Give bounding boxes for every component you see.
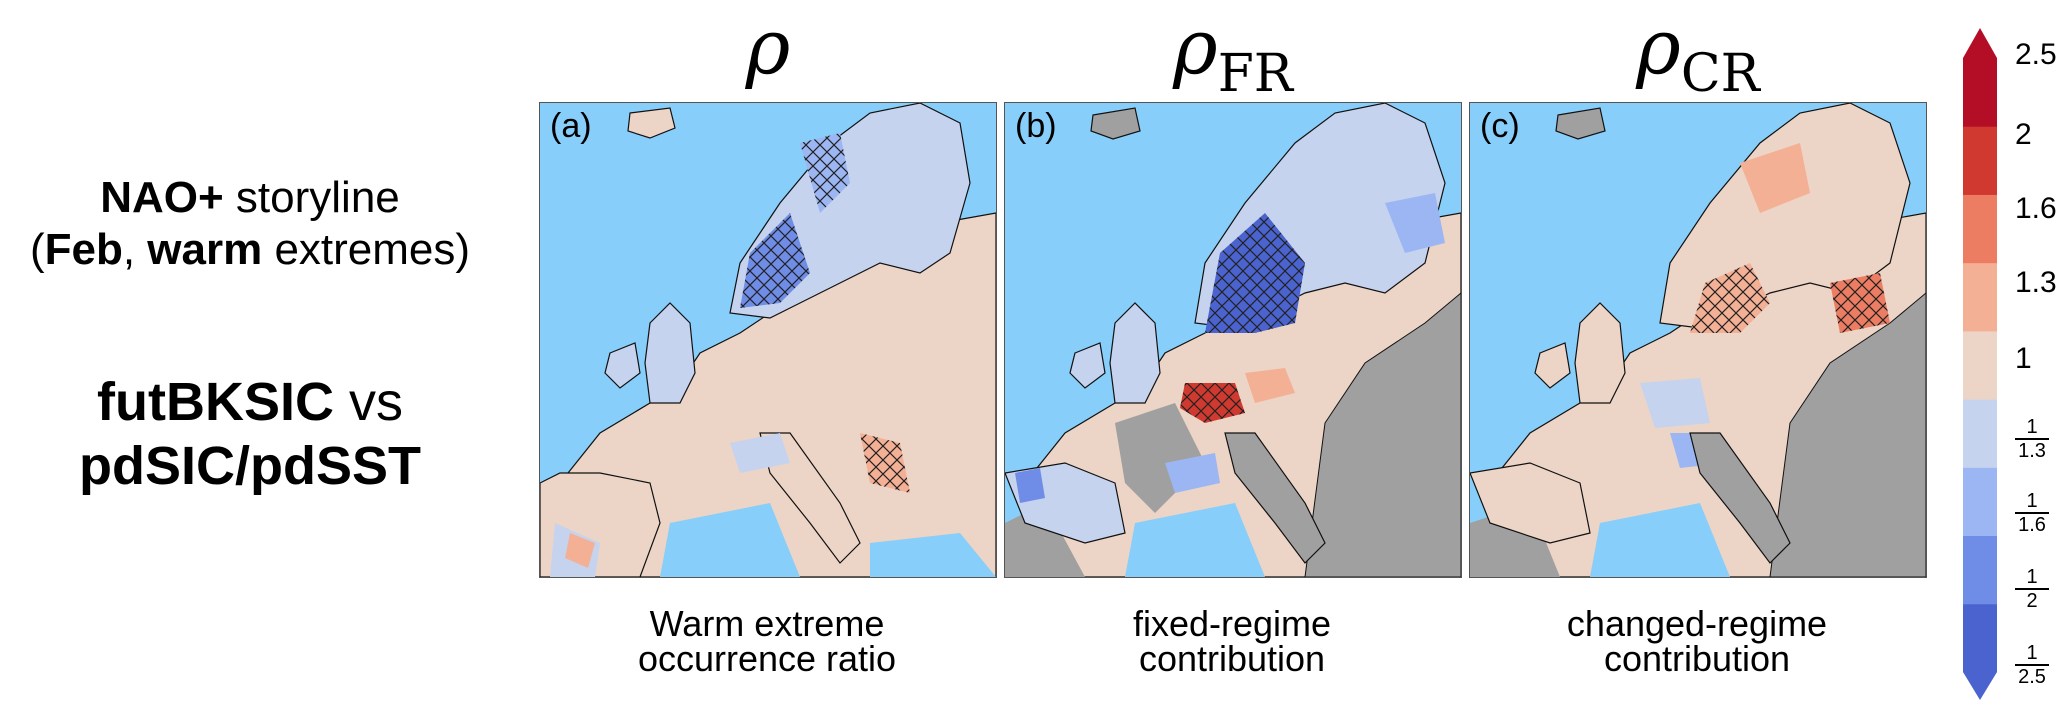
masked-region [1304, 292, 1461, 577]
colorbar-segment [1963, 126, 1997, 195]
iberia-landmass [1470, 462, 1591, 544]
italy-landmass [759, 432, 861, 564]
ireland-landmass [604, 342, 641, 389]
uk-landmass [1574, 302, 1626, 404]
iceland-landmass [1090, 107, 1141, 140]
comparison-text: futBKSIC vs pdSIC/pdSST [79, 372, 421, 496]
map-panel-c: (c) [1469, 102, 1927, 578]
colorbar-segment [1963, 399, 1997, 468]
uk-landmass [644, 302, 696, 404]
colorbar-label-1.6: 1.6 [2015, 192, 2057, 225]
panel-label-a: (a) [550, 107, 592, 145]
colorbar-segment [1963, 467, 1997, 537]
caption-a: Warm extreme occurrence ratio [637, 603, 897, 679]
colorbar-label-2.5: 2.5 [2015, 38, 2057, 71]
colorbar-segment [1963, 262, 1997, 332]
colorbar-segment [1963, 603, 1997, 673]
storyline-text: NAO+ storyline (Feb, warm extremes) [29, 173, 471, 274]
colorbar-label-1.3: 1.3 [2015, 266, 2057, 299]
colorbar-frac-1.3: 1 1.3 [2015, 416, 2049, 462]
italy-landmass [1689, 432, 1791, 564]
map-panel-b: (b) [1004, 102, 1462, 578]
ireland-landmass [1534, 342, 1571, 389]
colorbar-frac-2.5: 1 2.5 [2015, 642, 2049, 688]
caption-b: fixed-regime contribution [1132, 603, 1332, 679]
colorbar-frac-1.6: 1 1.6 [2015, 490, 2049, 536]
colorbar-label-2: 2 [2015, 118, 2032, 151]
colorbar-segment [1963, 535, 1997, 605]
panel-label-c: (c) [1480, 107, 1520, 145]
title-rho-cr: ρCR [1636, 2, 1760, 105]
colorbar-segment [1963, 330, 1997, 400]
italy-landmass [1224, 432, 1326, 564]
colorbar-label-1: 1 [2015, 342, 2032, 375]
panel-label-b: (b) [1015, 107, 1057, 145]
colorbar-segment [1963, 194, 1997, 264]
ireland-landmass [1069, 342, 1106, 389]
colorbar [1963, 28, 1997, 700]
uk-landmass [1109, 302, 1161, 404]
map-panel-a: (a) [539, 102, 997, 578]
caption-c: changed-regime contribution [1566, 603, 1828, 679]
colorbar-segment [1963, 58, 1997, 127]
title-rho: ρ [745, 2, 791, 91]
iceland-landmass [627, 107, 676, 139]
iceland-landmass [1555, 107, 1606, 140]
title-rho-fr: ρFR [1173, 2, 1293, 105]
